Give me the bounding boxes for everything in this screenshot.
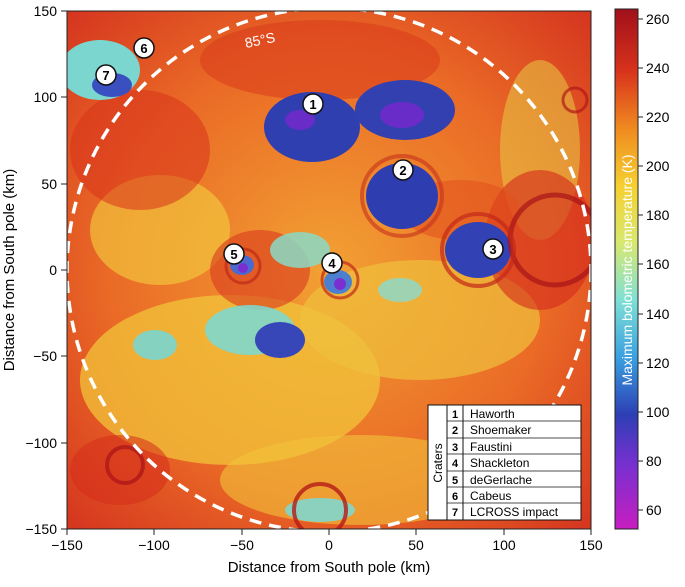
crater-marker-3: 3 xyxy=(482,238,504,260)
y-tick-label: 0 xyxy=(49,262,57,278)
marker-label: 5 xyxy=(230,247,237,262)
legend-name: LCROSS impact xyxy=(470,505,559,519)
legend-num: 2 xyxy=(452,425,458,437)
x-tick-label: −100 xyxy=(138,537,170,553)
colorbar-tick-label: 60 xyxy=(646,502,662,518)
thermal-map xyxy=(67,11,591,529)
x-axis-label: Distance from South pole (km) xyxy=(228,559,431,576)
legend-name: Shoemaker xyxy=(470,423,531,437)
legend-name: Shackleton xyxy=(470,456,529,470)
colorbar-tick-label: 240 xyxy=(646,60,670,76)
colorbar-tick-label: 140 xyxy=(646,306,670,322)
y-axis: 150 100 50 0 −50 −100 −150 Distance from… xyxy=(1,3,67,537)
y-tick-label: −100 xyxy=(25,435,57,451)
x-tick-label: 0 xyxy=(325,537,333,553)
marker-label: 2 xyxy=(399,163,406,178)
colorbar-gradient xyxy=(614,8,639,530)
y-tick-label: −50 xyxy=(33,348,57,364)
y-tick-label: 100 xyxy=(34,89,58,105)
legend-num: 5 xyxy=(452,475,458,487)
colorbar: 260 240 220 200 180 160 140 120 100 80 6… xyxy=(614,8,670,530)
crater-marker-1: 1 xyxy=(302,93,324,115)
crater-marker-6: 6 xyxy=(133,37,155,59)
colorbar-tick-label: 200 xyxy=(646,158,670,174)
legend-num: 6 xyxy=(452,491,458,503)
legend-name: deGerlache xyxy=(470,473,532,487)
colorbar-tick-label: 100 xyxy=(646,404,670,420)
y-tick-label: 150 xyxy=(34,3,58,19)
y-axis-label: Distance from South pole (km) xyxy=(1,169,18,372)
colorbar-tick-label: 120 xyxy=(646,355,670,371)
legend-name: Faustini xyxy=(470,440,512,454)
legend-title: Craters xyxy=(431,443,445,482)
legend-num: 7 xyxy=(452,507,458,519)
marker-label: 4 xyxy=(328,256,336,271)
colorbar-tick-label: 260 xyxy=(646,11,670,27)
colorbar-label: Maximum bolometric temperature (K) xyxy=(619,154,635,385)
crater-marker-4: 4 xyxy=(321,252,343,274)
marker-label: 3 xyxy=(489,242,496,257)
crater-legend: Craters 1 Haworth 2 Shoemaker 3 Faustini… xyxy=(427,404,582,521)
x-tick-label: 150 xyxy=(579,537,603,553)
latitude-label: 85°S xyxy=(243,29,276,51)
x-axis: −150 −100 −50 0 50 100 150 Distance from… xyxy=(51,529,603,576)
legend-num: 1 xyxy=(452,409,458,421)
colorbar-tick-label: 180 xyxy=(646,207,670,223)
x-tick-label: 100 xyxy=(492,537,516,553)
y-tick-label: 50 xyxy=(41,176,57,192)
x-tick-label: 50 xyxy=(408,537,424,553)
crater-marker-5: 5 xyxy=(223,243,245,265)
x-tick-label: −50 xyxy=(230,537,254,553)
legend-num: 4 xyxy=(452,458,459,470)
colorbar-tick-label: 160 xyxy=(646,256,670,272)
marker-label: 1 xyxy=(309,97,316,112)
marker-label: 7 xyxy=(102,68,109,83)
legend-num: 3 xyxy=(452,442,458,454)
x-tick-label: −150 xyxy=(51,537,83,553)
marker-label: 6 xyxy=(140,41,147,56)
crater-marker-2: 2 xyxy=(392,159,414,181)
legend-name: Haworth xyxy=(470,407,515,421)
y-tick-label: −150 xyxy=(25,521,57,537)
colorbar-tick-label: 80 xyxy=(646,453,662,469)
crater-marker-7: 7 xyxy=(95,64,117,86)
legend-name: Cabeus xyxy=(470,489,511,503)
colorbar-tick-label: 220 xyxy=(646,109,670,125)
